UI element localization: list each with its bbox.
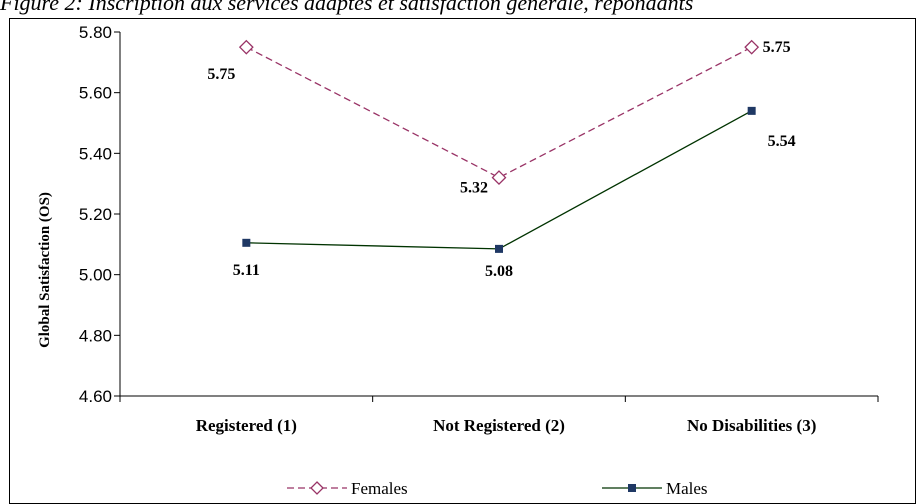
- y-tick-label: 4.60: [79, 387, 112, 406]
- x-category-label: No Disabilities (3): [687, 416, 816, 435]
- data-point-males: [495, 244, 503, 253]
- data-point-males: [747, 106, 756, 115]
- legend-marker-females: [310, 481, 324, 495]
- data-point-males: [242, 238, 251, 247]
- y-tick-label: 5.80: [79, 23, 112, 42]
- data-point-females: [238, 39, 254, 55]
- y-axis-label: Global Satisfaction (OS): [37, 192, 53, 348]
- data-point-females: [744, 39, 760, 55]
- series-line-females: [246, 46, 752, 179]
- y-tick-label: 5.60: [79, 84, 112, 103]
- data-label: 5.75: [763, 39, 791, 56]
- y-tick-label: 5.00: [79, 266, 112, 285]
- figure-caption: Figure 2: Inscription aux services adapt…: [0, 0, 694, 15]
- legend-label-females: Females: [351, 479, 408, 498]
- data-label: 5.11: [233, 262, 260, 279]
- data-label: 5.54: [768, 133, 796, 150]
- legend-marker-males: [628, 484, 636, 492]
- legend-label-males: Males: [666, 479, 708, 498]
- data-label: 5.32: [460, 180, 488, 197]
- y-tick-label: 4.80: [79, 326, 112, 345]
- x-category-label: Not Registered (2): [433, 416, 565, 435]
- y-tick-label: 5.40: [79, 144, 112, 163]
- data-point-females: [491, 170, 507, 186]
- data-label: 5.75: [207, 66, 235, 83]
- data-label: 5.08: [485, 263, 513, 280]
- x-category-label: Registered (1): [196, 416, 297, 435]
- y-tick-label: 5.20: [79, 205, 112, 224]
